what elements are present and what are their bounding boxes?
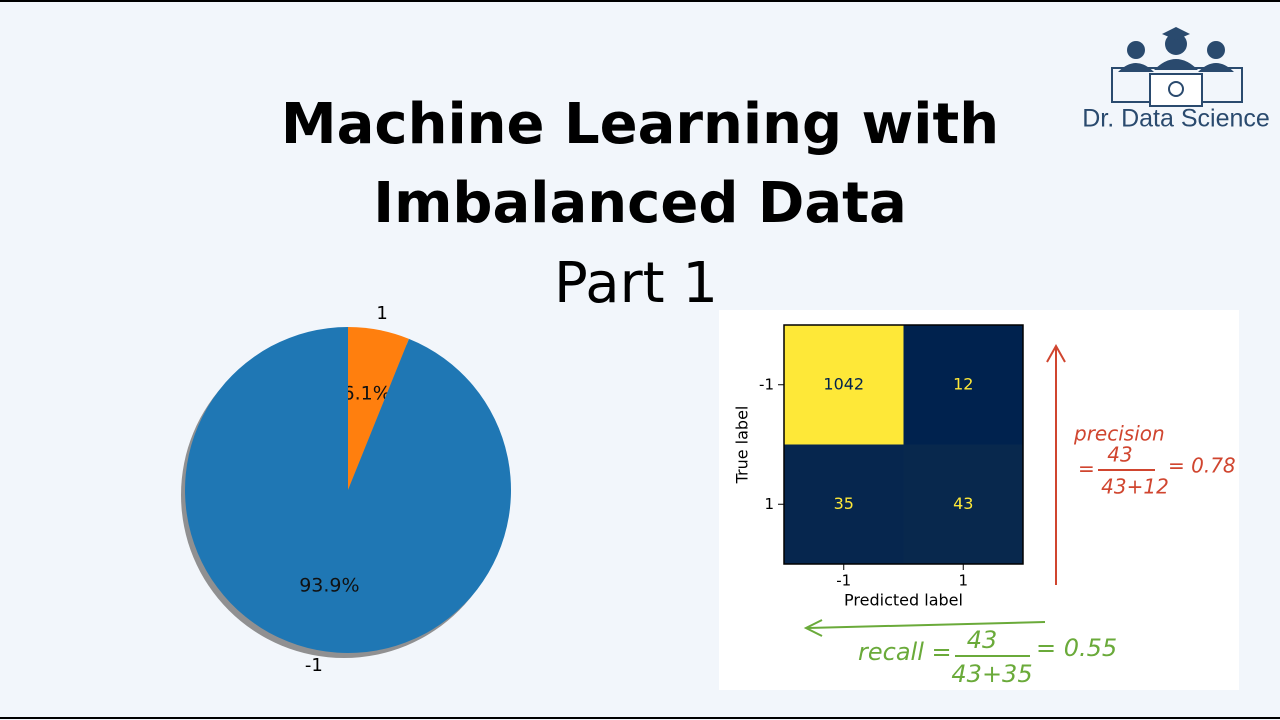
recall-result: = 0.55 — [1036, 634, 1117, 662]
title-line: Machine Learning with — [281, 92, 999, 157]
recall-numerator: 43 — [967, 626, 998, 654]
cell-label: 43 — [953, 494, 973, 513]
pie-slice — [348, 327, 409, 490]
matrix-frame — [783, 324, 1024, 565]
arrow-head — [1046, 343, 1066, 363]
matrix-cell — [784, 444, 904, 564]
y-tick-label: 1 — [764, 495, 774, 513]
x-tick-label: 1 — [958, 572, 968, 590]
precision-result: = 0.78 — [1168, 454, 1236, 478]
annotation-recall: recall = 43 43+35 = 0.55 — [803, 619, 1117, 688]
subtitle: Part 1 — [554, 251, 718, 316]
percent-label: 93.9% — [299, 575, 359, 597]
cell-label: 35 — [834, 494, 854, 513]
slice-label: 1 — [376, 303, 387, 324]
percent-label: 6.1% — [342, 382, 390, 404]
y-tick-label: -1 — [759, 375, 774, 393]
precision-denominator: 43+12 — [1101, 475, 1169, 499]
y-axis-label: True label — [733, 406, 752, 485]
pie-slice — [185, 326, 511, 653]
matrix-cell — [903, 325, 1023, 445]
matrix-cell — [784, 325, 904, 445]
slice-label: -1 — [305, 655, 323, 676]
arrow-head — [803, 619, 823, 637]
logo-icon — [1111, 27, 1243, 107]
recall-label: recall = — [858, 638, 952, 666]
x-axis-label: Predicted label — [844, 591, 963, 610]
cell-label: 1042 — [823, 374, 864, 393]
recall-denominator: 43+35 — [951, 660, 1032, 688]
matrix-cell — [903, 444, 1023, 564]
precision-label: precision — [1073, 422, 1165, 446]
cell-label: 12 — [953, 374, 973, 393]
annotation-precision: precision = 43 43+12 = 0.78 — [1046, 343, 1236, 585]
precision-eq: = — [1078, 457, 1095, 481]
title-line: Imbalanced Data — [373, 171, 907, 236]
x-tick-label: -1 — [836, 572, 851, 590]
logo-text: Dr. Data Science — [1082, 105, 1270, 133]
arrow — [807, 621, 1046, 629]
precision-numerator: 43 — [1107, 443, 1132, 467]
